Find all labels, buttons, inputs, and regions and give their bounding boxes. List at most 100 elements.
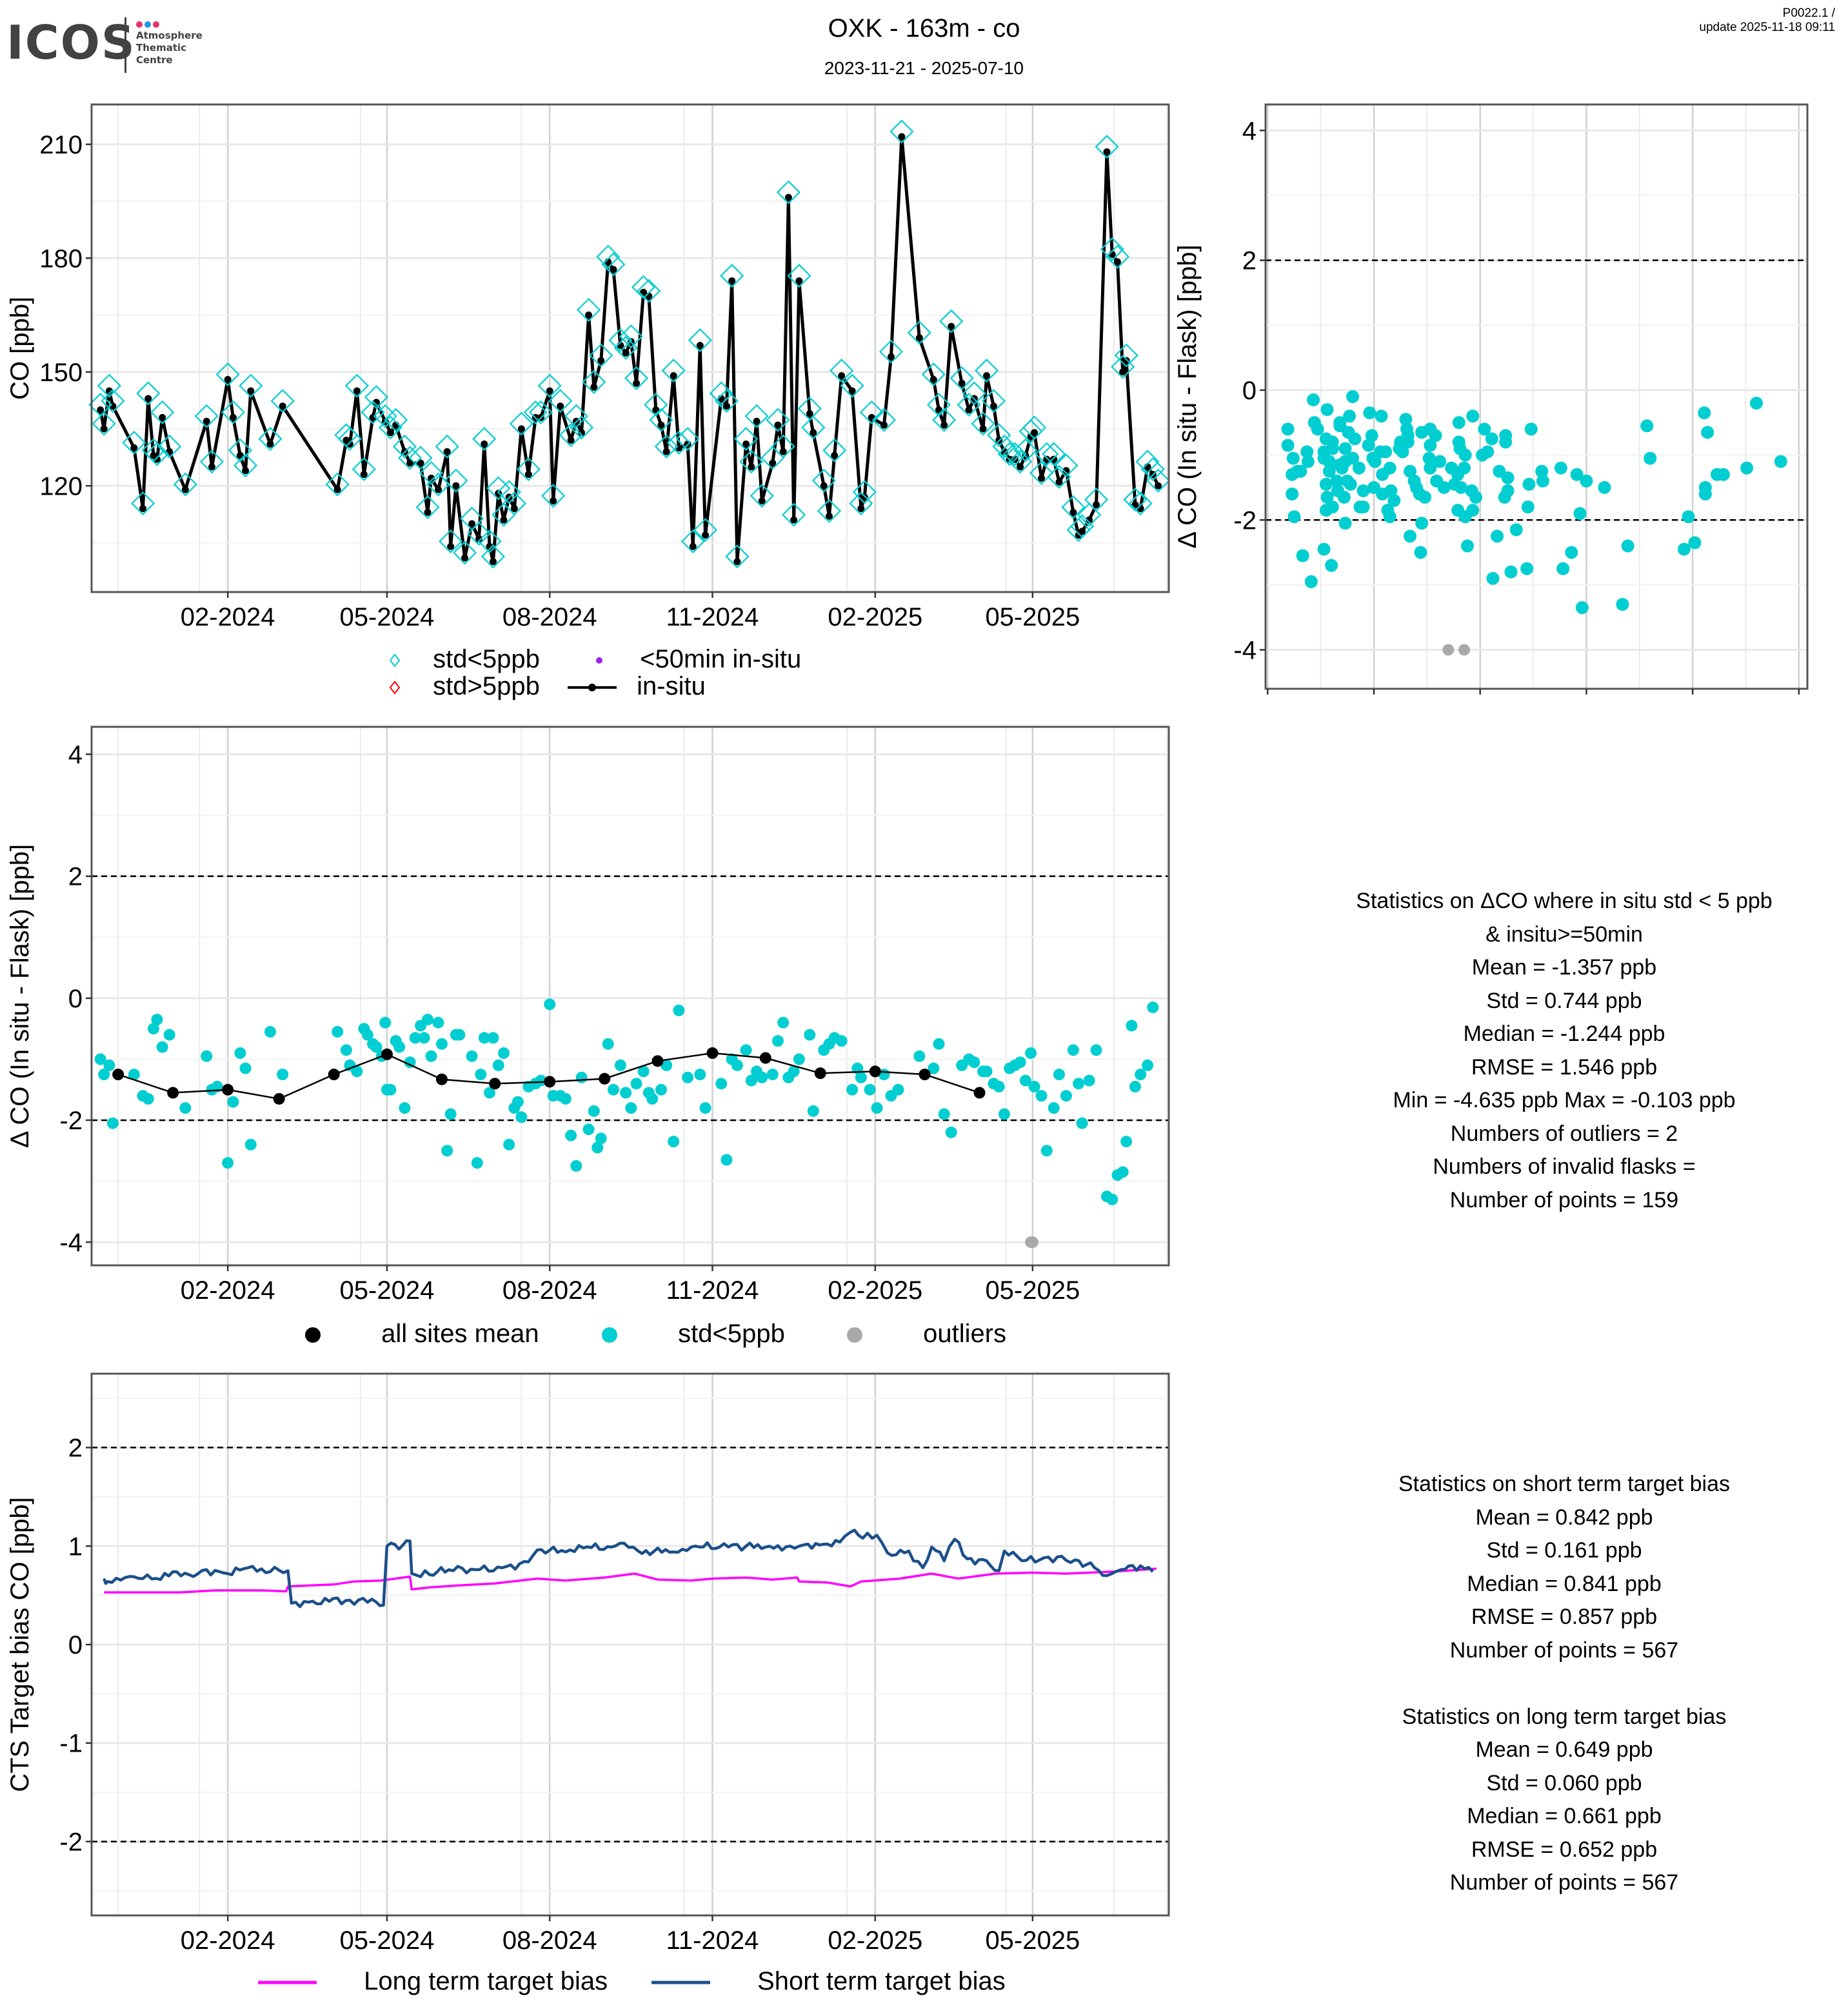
delta-timeseries-chart: -4 -2 0 2 4 02-2024 05-2024 08-2024 11-2024 02-20… bbox=[6, 726, 1170, 1305]
scatter-point bbox=[1429, 429, 1442, 442]
scatter-point bbox=[1325, 559, 1338, 572]
delta-point bbox=[432, 1016, 444, 1029]
legend-item-mean: all sites mean bbox=[303, 1320, 539, 1349]
flask-diamond bbox=[150, 400, 175, 424]
update-timestamp: update 2025-11-18 09:11 bbox=[1699, 21, 1835, 34]
scatter-point bbox=[1383, 510, 1396, 524]
insitu-point bbox=[1050, 455, 1058, 463]
scatter-point bbox=[1320, 491, 1334, 504]
delta-point bbox=[277, 1069, 289, 1081]
delta-point bbox=[422, 1013, 434, 1025]
delta-point bbox=[614, 1059, 626, 1071]
insitu-point bbox=[887, 353, 895, 361]
delta-point bbox=[788, 1065, 800, 1078]
flask-diamond bbox=[215, 362, 240, 387]
stats-line: Statistics on ΔCO where in situ std < 5 … bbox=[1356, 889, 1773, 913]
scatter-point bbox=[1363, 406, 1376, 420]
insitu-point bbox=[1031, 429, 1038, 437]
delta-vs-std-scatter-chart: -4 -2 0 2 4 0 1 2 3 4 5 Δ CO (In situ - Flask) [ppb… bbox=[1174, 103, 1809, 703]
plot-border bbox=[90, 103, 1170, 593]
scatter-point bbox=[1469, 491, 1483, 504]
insitu-point bbox=[722, 402, 730, 410]
delta-point bbox=[475, 1069, 487, 1081]
flask-diamond bbox=[725, 544, 750, 569]
delta-point bbox=[602, 1038, 614, 1050]
delta-point bbox=[239, 1062, 252, 1074]
delta-point bbox=[503, 1138, 515, 1151]
scatter-point bbox=[1330, 474, 1344, 488]
insitu-point bbox=[461, 554, 469, 562]
flask-diamond bbox=[194, 404, 219, 428]
delta-point bbox=[864, 1083, 876, 1096]
flask-diamond bbox=[384, 408, 408, 432]
insitu-point bbox=[346, 440, 353, 448]
delta-point bbox=[234, 1047, 246, 1059]
flask-diamond bbox=[1114, 343, 1138, 368]
flask-diamond bbox=[537, 373, 562, 398]
stats-line: Number of points = 567 bbox=[1449, 1637, 1679, 1663]
insitu-point bbox=[806, 410, 813, 417]
y-axis-title: Δ CO (In situ - Flask) [ppb] bbox=[1174, 244, 1202, 548]
insitu-point bbox=[779, 448, 787, 455]
flask-diamond bbox=[157, 434, 182, 459]
insitu-point bbox=[748, 463, 755, 471]
scatter-point bbox=[1356, 500, 1370, 514]
insitu-point bbox=[733, 558, 741, 566]
insitu-point bbox=[567, 437, 575, 444]
scatter-point bbox=[1281, 422, 1295, 436]
scatter-point bbox=[1346, 390, 1360, 403]
delta-point bbox=[582, 1123, 595, 1136]
delta-point bbox=[515, 1111, 528, 1123]
insitu-point bbox=[1119, 368, 1127, 376]
delta-point bbox=[142, 1092, 154, 1105]
delta-point bbox=[766, 1069, 779, 1081]
insitu-point bbox=[557, 402, 564, 410]
insitu-point bbox=[662, 448, 670, 455]
delta-point bbox=[694, 1069, 706, 1081]
insitu-point bbox=[597, 357, 605, 364]
scatter-point bbox=[1368, 455, 1382, 468]
flask-diamond bbox=[435, 434, 459, 459]
co-timeseries-chart: 120 150 180 210 02-2024 05-2024 08-2024 11-2024… bbox=[6, 103, 1171, 631]
insitu-point bbox=[810, 429, 817, 437]
flask-diamond bbox=[637, 279, 661, 303]
scatter-point bbox=[1422, 451, 1436, 465]
mean-point bbox=[489, 1078, 501, 1090]
y-tick-label: 0 bbox=[68, 1631, 83, 1659]
scatter-point bbox=[1437, 480, 1451, 494]
scatter-point bbox=[1554, 461, 1567, 475]
stats-line: Mean = 0.842 ppb bbox=[1475, 1505, 1653, 1530]
delta-point bbox=[1076, 1117, 1088, 1129]
y-tick-label: -2 bbox=[1233, 506, 1257, 535]
mean-point bbox=[435, 1073, 448, 1085]
legend-item-std-lt5: std<5ppb bbox=[387, 645, 540, 674]
scatter-point bbox=[1348, 432, 1362, 446]
insitu-point bbox=[769, 459, 777, 467]
delta-point bbox=[731, 1059, 743, 1071]
scatter-point bbox=[1466, 504, 1480, 517]
logo-line: Thematic bbox=[136, 42, 187, 54]
delta-point bbox=[478, 1032, 490, 1044]
flask-diamond bbox=[688, 328, 712, 353]
mean-point bbox=[599, 1073, 611, 1085]
legend-item-outliers: outliers bbox=[845, 1320, 1006, 1349]
scatter-point bbox=[1322, 455, 1336, 468]
delta-point bbox=[156, 1041, 168, 1053]
stats-line: RMSE = 1.546 ppb bbox=[1471, 1054, 1658, 1080]
delta-point bbox=[933, 1038, 945, 1050]
flask-diamond bbox=[589, 343, 613, 368]
insitu-point bbox=[208, 463, 215, 471]
delta-point bbox=[928, 1062, 940, 1074]
flask-diamond bbox=[136, 381, 161, 406]
insitu-point bbox=[144, 395, 152, 402]
mean-point bbox=[869, 1065, 881, 1078]
x-tick-label: 2 bbox=[1473, 700, 1487, 703]
insitu-point bbox=[1093, 501, 1100, 509]
delta-point bbox=[453, 1029, 466, 1041]
version-code: P0022.1 / bbox=[1782, 6, 1835, 20]
flask-diamond bbox=[1123, 488, 1148, 512]
delta-point bbox=[1126, 1020, 1138, 1032]
flask-diamond bbox=[144, 442, 170, 466]
delta-point bbox=[399, 1102, 411, 1114]
logo-line: Atmosphere bbox=[136, 30, 203, 41]
